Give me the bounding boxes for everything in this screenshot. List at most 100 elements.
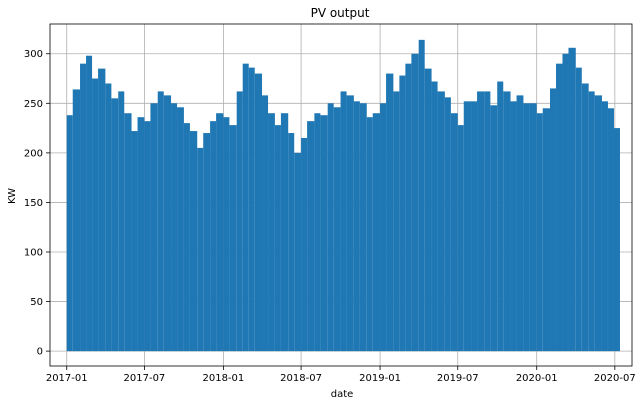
data-bar [450, 113, 458, 352]
data-bar [594, 95, 602, 352]
data-bar [210, 121, 217, 352]
y-tick-label: 100 [24, 248, 43, 259]
chart-title: PV output [311, 6, 370, 20]
x-tick-label: 2018-07 [280, 373, 322, 384]
data-bar [431, 81, 438, 352]
data-bar [588, 91, 595, 352]
data-bar [150, 103, 158, 352]
data-bar [529, 103, 537, 352]
x-axis-ticks: 2017-01 2017-07 2018-01 2018-07 2019-01 2019-… [46, 366, 636, 384]
data-bar [607, 108, 614, 352]
data-bar [380, 103, 387, 352]
y-tick-label: 300 [24, 49, 43, 60]
data-bar [229, 125, 237, 352]
data-bar [86, 55, 93, 352]
data-bar [171, 103, 178, 352]
data-bar [327, 103, 334, 352]
data-bar [346, 95, 354, 352]
data-bar [333, 107, 341, 352]
data-bar [386, 73, 394, 352]
data-bar [516, 95, 524, 352]
data-bar [268, 113, 275, 352]
data-bar [254, 73, 263, 352]
data-bar [197, 147, 204, 352]
data-bar [503, 91, 511, 352]
data-bar [288, 133, 295, 352]
y-tick-label: 150 [24, 198, 43, 209]
data-bar [72, 89, 81, 352]
y-tick-label: 200 [24, 148, 43, 159]
data-bar [111, 98, 119, 352]
data-bar [457, 125, 464, 352]
x-tick-label: 2019-07 [437, 373, 479, 384]
data-bar [203, 133, 211, 352]
x-tick-label: 2018-01 [202, 373, 244, 384]
y-axis-ticks: 0 50 100 150 200 250 300 [24, 49, 50, 358]
data-bar [484, 91, 491, 352]
data-bar [424, 68, 432, 352]
data-bar [550, 88, 557, 352]
x-tick-label: 2019-01 [359, 373, 401, 384]
data-bar [189, 131, 198, 352]
data-bar [523, 103, 530, 352]
data-bar [80, 63, 87, 352]
data-bar [124, 113, 132, 352]
data-bar [262, 95, 269, 352]
data-bar [372, 113, 381, 352]
data-bar [105, 83, 112, 352]
data-bar [131, 131, 138, 352]
data-bar [301, 138, 308, 352]
data-bar [320, 115, 328, 352]
data-bar [177, 107, 184, 352]
data-bar [556, 63, 563, 352]
data-bar [411, 53, 419, 352]
data-bar [444, 97, 451, 352]
data-bar [463, 101, 472, 352]
data-bar [163, 95, 172, 352]
data-bar [471, 101, 478, 352]
data-bar [340, 91, 347, 352]
data-bar [359, 103, 367, 352]
data-bar [280, 113, 289, 352]
x-axis-label: date [331, 389, 354, 400]
y-tick-label: 0 [37, 347, 43, 358]
x-tick-label: 2017-07 [124, 373, 166, 384]
data-bar [353, 101, 360, 352]
data-bar [314, 113, 321, 352]
bar-series [66, 39, 620, 352]
data-bar [405, 63, 412, 352]
data-bar [510, 101, 517, 352]
data-bar [601, 101, 608, 352]
data-bar [216, 113, 224, 352]
data-bar [575, 67, 582, 352]
data-bar [137, 117, 145, 352]
data-bar [399, 75, 406, 352]
data-bar [418, 39, 425, 352]
x-tick-label: 2020-07 [594, 373, 636, 384]
plot-frame [49, 23, 633, 367]
data-bar [92, 78, 99, 352]
data-bar [490, 105, 498, 352]
data-bar [118, 91, 125, 352]
data-bar [497, 81, 504, 352]
data-bar [236, 91, 243, 352]
data-bar [437, 91, 445, 352]
data-bar [223, 117, 230, 352]
data-bar [568, 47, 576, 352]
data-bar [366, 117, 373, 352]
data-bar [144, 121, 151, 352]
data-bar [66, 115, 73, 352]
data-bar [294, 152, 302, 352]
data-bar [562, 53, 569, 352]
data-bar [157, 91, 164, 352]
data-bar [307, 121, 315, 352]
data-bar [98, 68, 106, 352]
data-bar [183, 123, 190, 352]
data-bar [613, 128, 620, 352]
data-bar [274, 125, 281, 352]
data-bar [581, 83, 589, 352]
data-bar [393, 91, 400, 352]
data-bar [477, 91, 485, 352]
x-tick-label: 2017-01 [46, 373, 88, 384]
data-bar [248, 67, 255, 352]
